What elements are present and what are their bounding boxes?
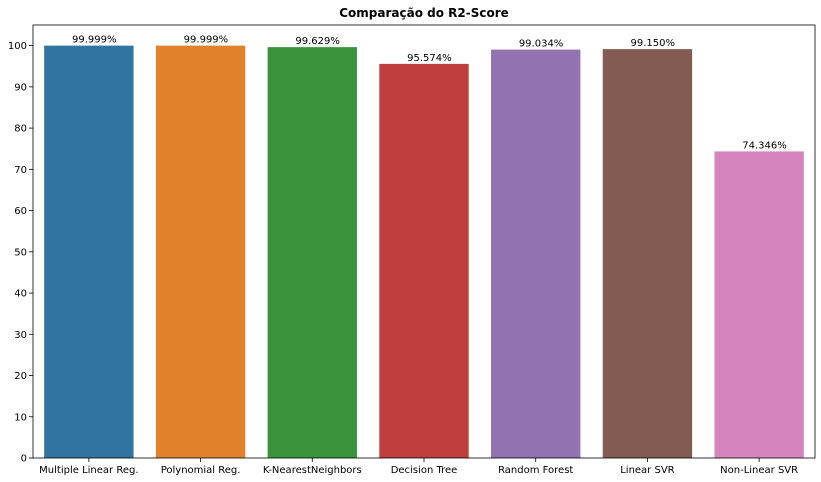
- x-tick-label: Decision Tree: [391, 465, 458, 476]
- bar: [44, 45, 134, 459]
- bar: [267, 47, 357, 458]
- x-axis: Multiple Linear Reg. Polynomial Reg. K-Nea…: [39, 458, 798, 476]
- y-tick-label: 10: [14, 412, 27, 423]
- bar-data-label: 74.346%: [742, 140, 787, 151]
- bar-data-label: 95.574%: [407, 53, 452, 64]
- y-tick-label: 20: [14, 371, 27, 382]
- y-tick-label: 40: [14, 289, 27, 300]
- x-tick-label: Linear SVR: [620, 465, 674, 476]
- bar-data-label: 99.999%: [72, 35, 117, 46]
- chart-title: Comparação do R2-Score: [339, 6, 509, 20]
- bar-data-label: 99.629%: [295, 36, 340, 47]
- bar: [379, 63, 469, 458]
- y-axis: 0 10 20 30 40 50 60 70 80 90 100: [8, 41, 33, 465]
- y-tick-label: 100: [8, 41, 27, 52]
- bar-data-label: 99.034%: [519, 39, 564, 50]
- bar-data-label: 99.150%: [631, 38, 676, 49]
- bar-data-label: 99.999%: [184, 35, 229, 46]
- bar: [714, 151, 804, 458]
- bars-group: 99.999% 99.999% 99.629% 95.574% 99.034% 99.15…: [44, 35, 804, 459]
- x-tick-label: K-NearestNeighbors: [263, 465, 362, 476]
- x-tick-label: Random Forest: [498, 465, 573, 476]
- x-tick-label: Multiple Linear Reg.: [39, 465, 138, 476]
- y-tick-label: 50: [14, 247, 27, 258]
- bar: [602, 49, 693, 458]
- bar: [155, 45, 246, 459]
- y-tick-label: 60: [14, 206, 27, 217]
- plot-frame: [32, 24, 816, 459]
- x-tick-label: Non-Linear SVR: [720, 465, 798, 476]
- x-tick-label: Polynomial Reg.: [161, 465, 241, 476]
- y-tick-label: 70: [14, 165, 27, 176]
- bar: [491, 49, 581, 458]
- y-tick-label: 90: [14, 82, 27, 93]
- y-tick-label: 30: [14, 330, 27, 341]
- y-tick-label: 0: [21, 454, 27, 465]
- y-tick-label: 80: [14, 124, 27, 135]
